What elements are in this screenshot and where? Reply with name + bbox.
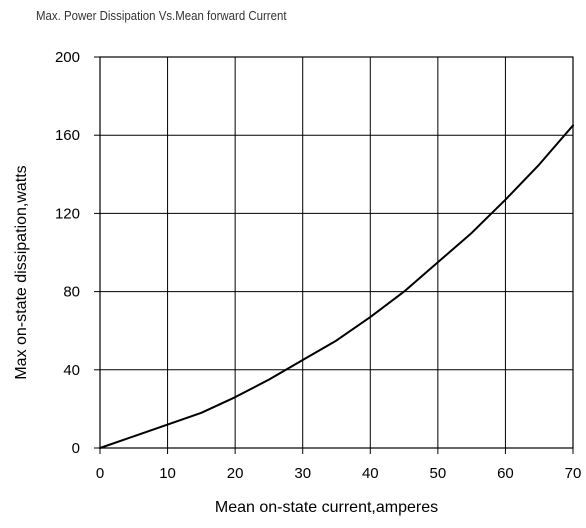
y-tick-label: 200 <box>55 49 80 66</box>
x-tick-label: 10 <box>159 465 176 482</box>
x-tick-label: 0 <box>96 465 104 482</box>
y-tick-label: 40 <box>63 362 80 379</box>
y-tick-label: 0 <box>72 440 80 457</box>
x-tick-label: 40 <box>362 465 379 482</box>
x-tick-label: 70 <box>565 465 582 482</box>
series-line <box>99 124 574 449</box>
chart-title: Max. Power Dissipation Vs.Mean forward C… <box>36 8 287 23</box>
y-tick-label: 80 <box>63 284 80 301</box>
x-tick-label: 50 <box>430 465 447 482</box>
y-axis-label: Max on-state dissipation,watts <box>13 165 30 379</box>
y-tick-label: 120 <box>55 205 80 222</box>
x-tick-label: 30 <box>294 465 311 482</box>
x-tick-label: 20 <box>227 465 244 482</box>
x-axis-label: Mean on-state current,amperes <box>215 499 438 516</box>
plot-frame <box>99 56 574 449</box>
y-tick-label: 160 <box>55 127 80 144</box>
x-tick-label: 60 <box>497 465 514 482</box>
